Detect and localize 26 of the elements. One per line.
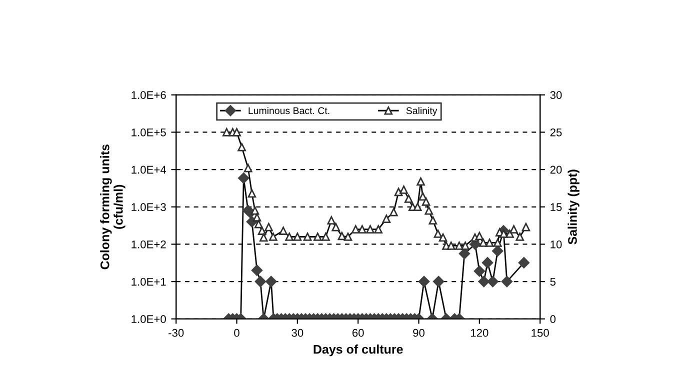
y-tick-label: 1.0E+6 bbox=[132, 91, 166, 100]
y2-tick-label: 30 bbox=[550, 91, 562, 100]
x-tick-label: 30 bbox=[292, 328, 304, 337]
x-tick-label: 90 bbox=[413, 328, 425, 337]
x-tick-label: 60 bbox=[352, 328, 364, 337]
y2-tick-label: 0 bbox=[550, 315, 556, 324]
y2-tick-label: 20 bbox=[550, 166, 562, 174]
y2-axis-title: Salinity (ppt) bbox=[568, 170, 580, 244]
y-tick-label: 1.0E+4 bbox=[132, 166, 166, 174]
legend-label: Salinity bbox=[406, 106, 438, 116]
x-tick-label: 150 bbox=[532, 328, 549, 337]
y-axis-title: Colony forming units (cfu/ml) bbox=[100, 144, 126, 270]
legend-label: Luminous Bact. Ct. bbox=[248, 106, 330, 114]
y2-tick-label: 25 bbox=[550, 128, 562, 136]
x-tick-label: 0 bbox=[234, 328, 240, 337]
y-tick-label: 1.0E+0 bbox=[132, 315, 166, 324]
y2-tick-label: 5 bbox=[550, 278, 556, 286]
x-tick-label: 120 bbox=[471, 328, 488, 337]
x-tick-label: -30 bbox=[168, 328, 184, 337]
y-tick-label: 1.0E+2 bbox=[132, 240, 166, 248]
y-tick-label: 1.0E+5 bbox=[132, 128, 166, 136]
y2-tick-label: 15 bbox=[550, 203, 562, 212]
y-tick-label: 1.0E+3 bbox=[132, 203, 166, 212]
y-tick-label: 1.0E+1 bbox=[132, 278, 166, 286]
x-axis-title: Days of culture bbox=[314, 344, 403, 356]
y2-tick-label: 10 bbox=[550, 240, 562, 248]
